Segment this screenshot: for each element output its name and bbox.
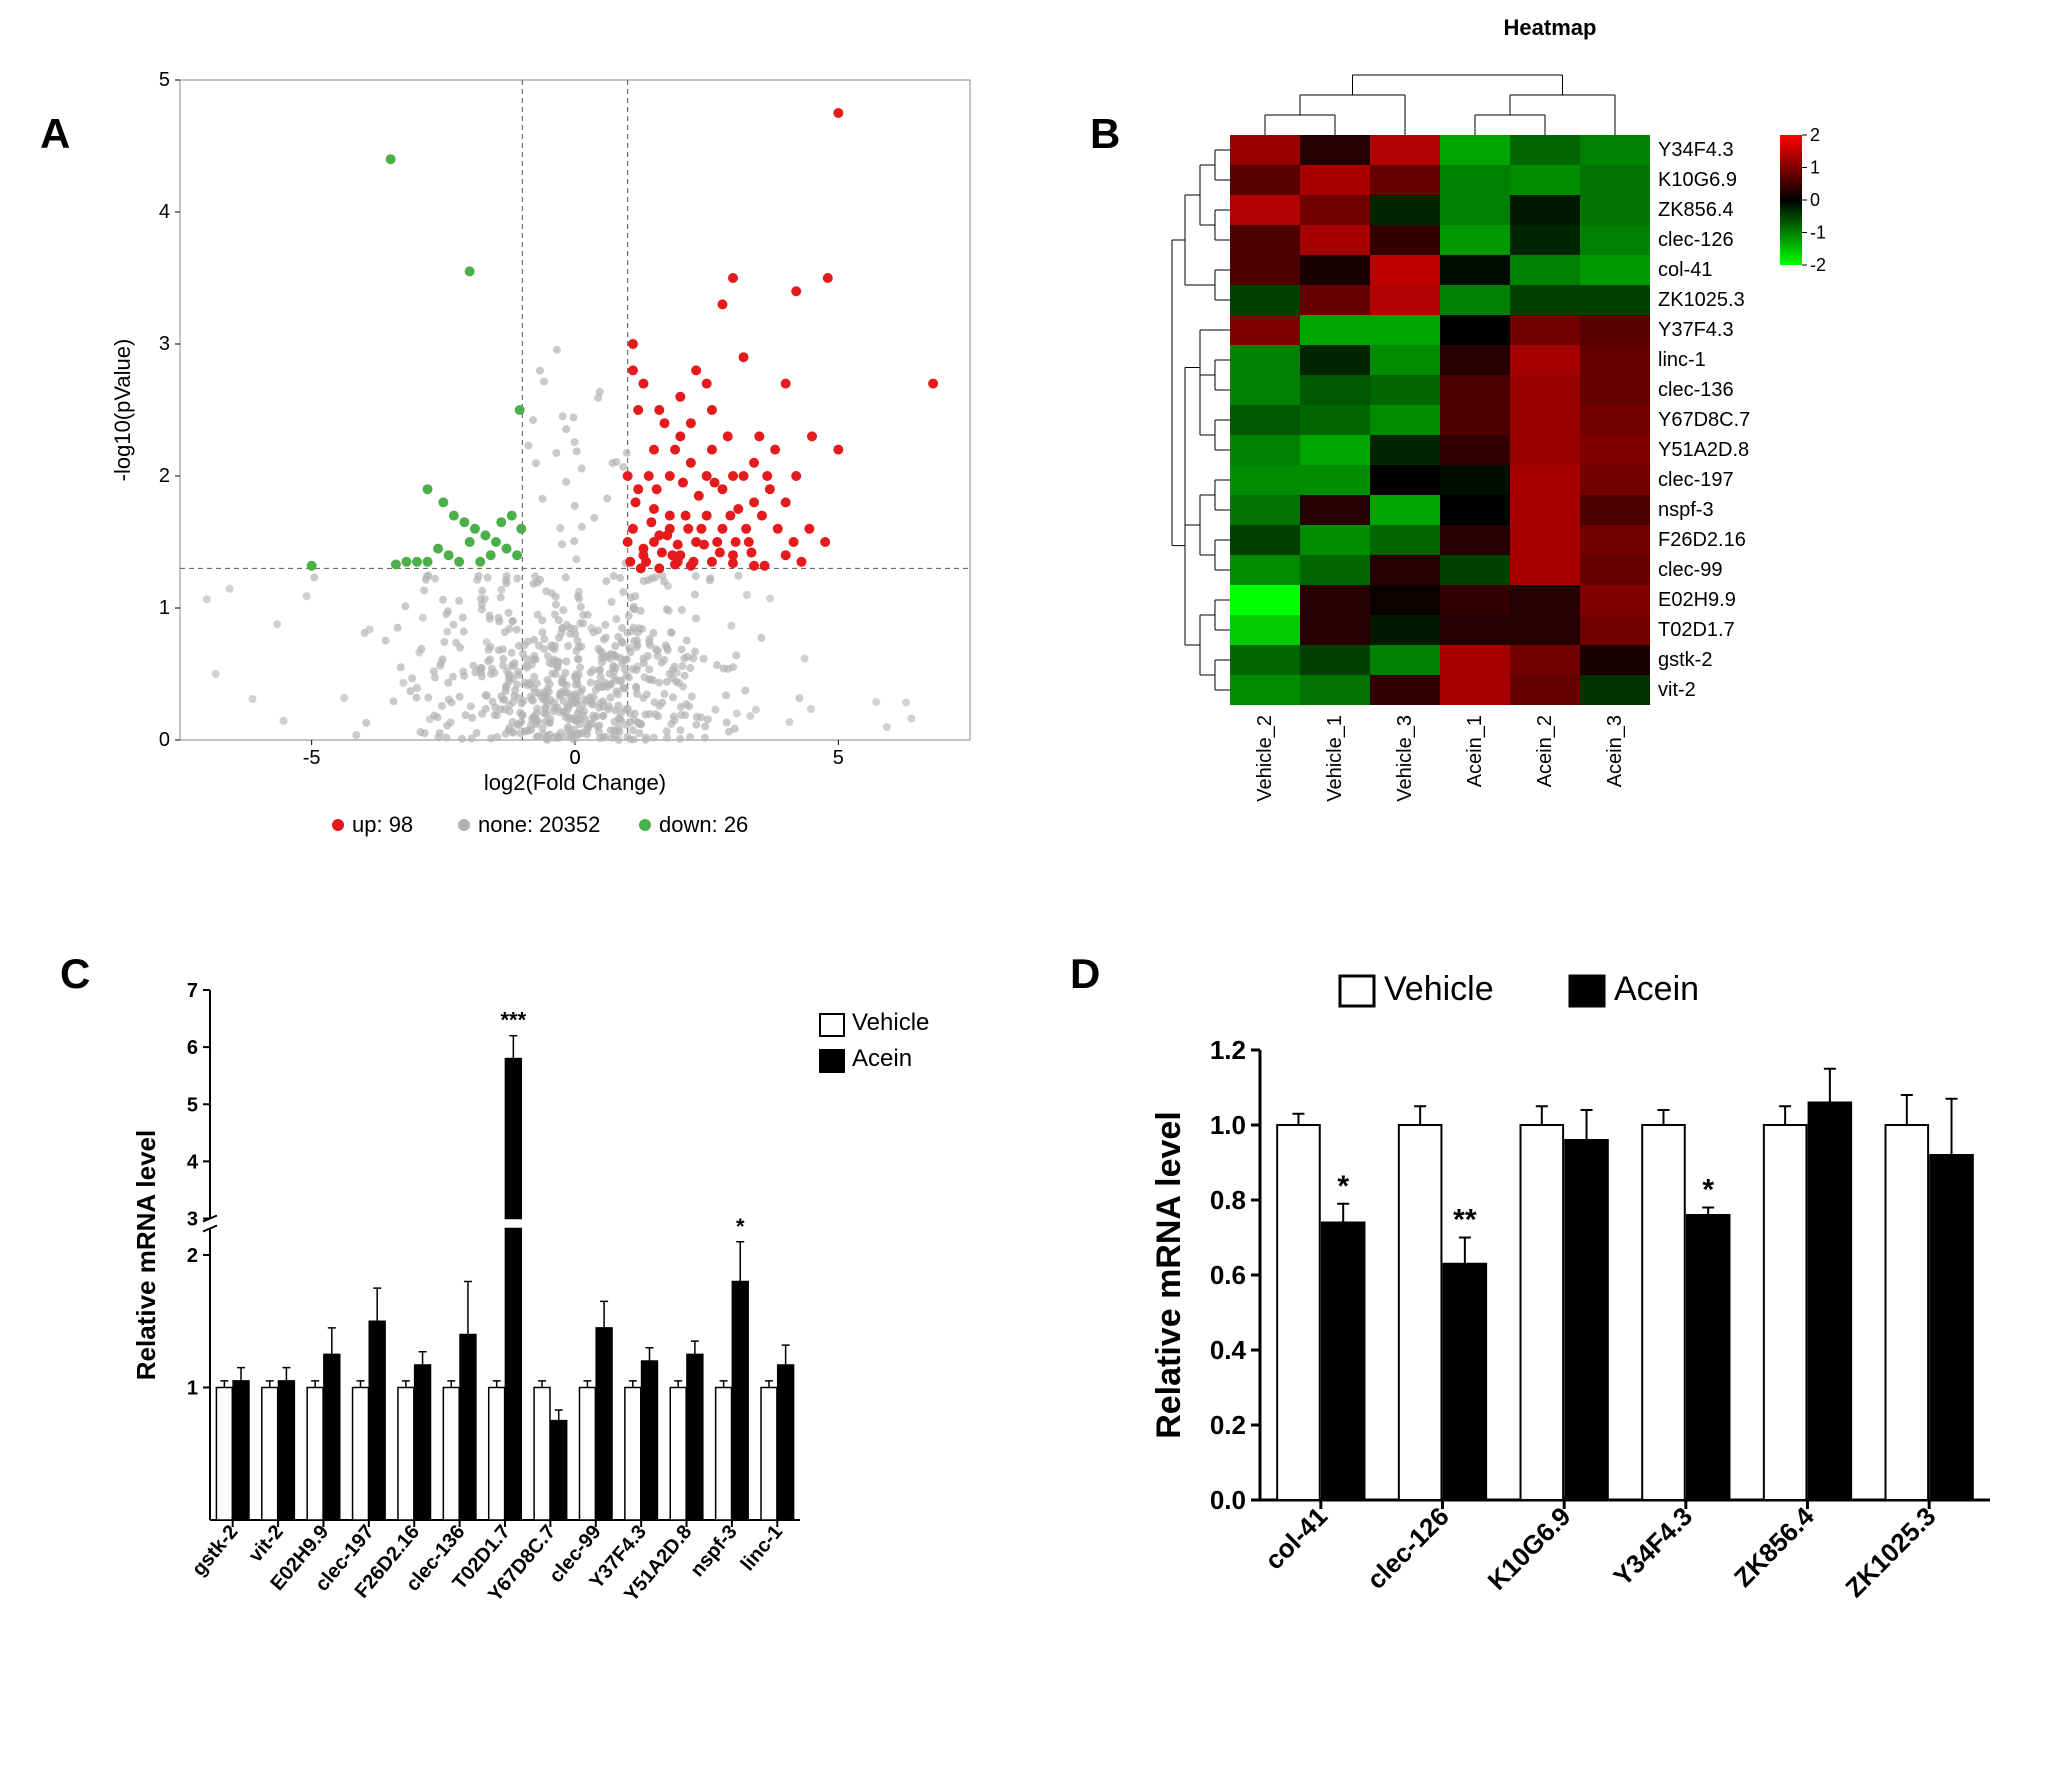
svg-text:up: 98: up: 98 [352, 812, 413, 837]
heatmap: Heatmap Y34F4.3 K10G6.9 ZK856.4 clec-126 col-… [1150, 10, 2030, 870]
svg-text:gstk-2: gstk-2 [188, 1521, 243, 1580]
svg-text:Vehicle: Vehicle [1384, 970, 1494, 1008]
svg-text:5: 5 [159, 69, 170, 91]
svg-text:0: 0 [569, 747, 580, 769]
svg-text:Relative mRNA level: Relative mRNA level [131, 1130, 161, 1380]
svg-text:1.2: 1.2 [1210, 1035, 1246, 1065]
svg-text:gstk-2: gstk-2 [1658, 649, 1712, 671]
svg-text:K10G6.9: K10G6.9 [1482, 1501, 1577, 1596]
svg-text:T02D1.7: T02D1.7 [1658, 619, 1735, 641]
svg-text:Y51A2D.8: Y51A2D.8 [1658, 439, 1749, 461]
figure-multipanel: A 012345-5050log2(Fold Change)-log10(pVa… [0, 0, 2050, 1785]
svg-text:5: 5 [187, 1094, 198, 1116]
svg-text:6: 6 [187, 1037, 198, 1059]
svg-text:linc-1: linc-1 [1658, 349, 1706, 371]
svg-text:ZK856.4: ZK856.4 [1728, 1501, 1820, 1593]
svg-text:Y34F4.3: Y34F4.3 [1607, 1501, 1698, 1592]
svg-text:5: 5 [833, 747, 844, 769]
svg-text:clec-99: clec-99 [1658, 559, 1722, 581]
panel-a-label: A [40, 110, 70, 158]
svg-text:vit-2: vit-2 [1658, 679, 1696, 701]
svg-text:Vehicle_1: Vehicle_1 [1324, 715, 1346, 802]
svg-text:log2(Fold Change): log2(Fold Change) [484, 770, 666, 795]
svg-text:E02H9.9: E02H9.9 [1658, 589, 1736, 611]
svg-text:clec-136: clec-136 [1658, 379, 1734, 401]
svg-text:clec-126: clec-126 [1658, 229, 1734, 251]
svg-text:Vehicle_3: Vehicle_3 [1394, 715, 1416, 802]
svg-text:***: *** [500, 1008, 526, 1033]
svg-text:1: 1 [1810, 158, 1820, 178]
svg-text:0: 0 [159, 729, 170, 751]
svg-text:2: 2 [1810, 125, 1820, 145]
svg-text:-2: -2 [1810, 255, 1826, 275]
svg-text:1.0: 1.0 [1210, 1110, 1246, 1140]
svg-text:Acein_1: Acein_1 [1464, 715, 1486, 787]
svg-text:Y67D8C.7: Y67D8C.7 [1658, 409, 1750, 431]
panel-a: 012345-5050log2(Fold Change)-log10(pValu… [100, 60, 1000, 860]
svg-text:clec-197: clec-197 [1658, 469, 1734, 491]
svg-text:none: 20352: none: 20352 [478, 812, 600, 837]
svg-text:3: 3 [187, 1209, 198, 1231]
bar-chart-d: 0.0 0.2 0.4 0.6 0.8 1.0 1.2 Relative mRNA level… [1140, 960, 2020, 1720]
panel-c: 1234567Relative mRNA levelgstk-2vit-2E02… [120, 960, 1000, 1720]
svg-text:Relative mRNA level: Relative mRNA level [1150, 1111, 1188, 1439]
svg-text:Acein_2: Acein_2 [1534, 715, 1556, 787]
svg-text:nspf-3: nspf-3 [686, 1521, 741, 1581]
svg-text:1: 1 [159, 597, 170, 619]
svg-text:Acein_3: Acein_3 [1604, 715, 1626, 787]
svg-text:Heatmap: Heatmap [1504, 15, 1597, 40]
svg-text:0.4: 0.4 [1210, 1335, 1247, 1365]
panel-b-label: B [1090, 110, 1120, 158]
svg-text:vit-2: vit-2 [245, 1521, 288, 1567]
svg-text:4: 4 [187, 1151, 199, 1173]
svg-text:0: 0 [1810, 190, 1820, 210]
svg-text:0.6: 0.6 [1210, 1260, 1246, 1290]
svg-text:*: * [736, 1214, 745, 1239]
svg-text:ZK1025.3: ZK1025.3 [1658, 289, 1745, 311]
svg-text:0.2: 0.2 [1210, 1410, 1246, 1440]
svg-text:7: 7 [187, 980, 198, 1002]
svg-text:K10G6.9: K10G6.9 [1658, 169, 1737, 191]
bar-chart-c: 1234567Relative mRNA levelgstk-2vit-2E02… [120, 960, 1000, 1720]
svg-text:-log10(pValue): -log10(pValue) [110, 339, 135, 482]
svg-text:0.8: 0.8 [1210, 1185, 1246, 1215]
svg-text:**: ** [1453, 1204, 1477, 1237]
svg-text:2: 2 [187, 1245, 198, 1267]
svg-text:*: * [1337, 1170, 1349, 1203]
svg-text:F26D2.16: F26D2.16 [1658, 529, 1746, 551]
svg-text:*: * [1702, 1174, 1714, 1207]
svg-text:Y34F4.3: Y34F4.3 [1658, 139, 1734, 161]
panel-b: Heatmap Y34F4.3 K10G6.9 ZK856.4 clec-126 col-… [1150, 10, 2030, 870]
svg-text:col-41: col-41 [1658, 259, 1712, 281]
volcano-plot: 012345-5050log2(Fold Change)-log10(pValu… [100, 60, 1000, 860]
svg-text:Acein: Acein [852, 1045, 912, 1072]
svg-text:col-41: col-41 [1259, 1501, 1333, 1575]
svg-text:nspf-3: nspf-3 [1658, 499, 1714, 521]
svg-text:-5: -5 [303, 747, 321, 769]
svg-text:ZK856.4: ZK856.4 [1658, 199, 1734, 221]
panel-d: 0.0 0.2 0.4 0.6 0.8 1.0 1.2 Relative mRNA level… [1140, 960, 2020, 1720]
svg-text:Acein: Acein [1614, 970, 1699, 1008]
svg-text:1: 1 [187, 1378, 198, 1400]
svg-text:4: 4 [159, 201, 170, 223]
svg-text:down: 26: down: 26 [659, 812, 748, 837]
svg-text:2: 2 [159, 465, 170, 487]
svg-text:clec-126: clec-126 [1361, 1501, 1455, 1595]
svg-text:linc-1: linc-1 [737, 1521, 787, 1575]
svg-text:Vehicle: Vehicle [852, 1009, 929, 1036]
svg-text:Vehicle_2: Vehicle_2 [1254, 715, 1276, 802]
svg-text:Y37F4.3: Y37F4.3 [1658, 319, 1734, 341]
svg-text:0.0: 0.0 [1210, 1485, 1246, 1515]
panel-d-label: D [1070, 950, 1100, 998]
svg-text:-1: -1 [1810, 223, 1826, 243]
panel-c-label: C [60, 950, 90, 998]
svg-text:ZK1025.3: ZK1025.3 [1839, 1501, 1941, 1603]
svg-text:3: 3 [159, 333, 170, 355]
